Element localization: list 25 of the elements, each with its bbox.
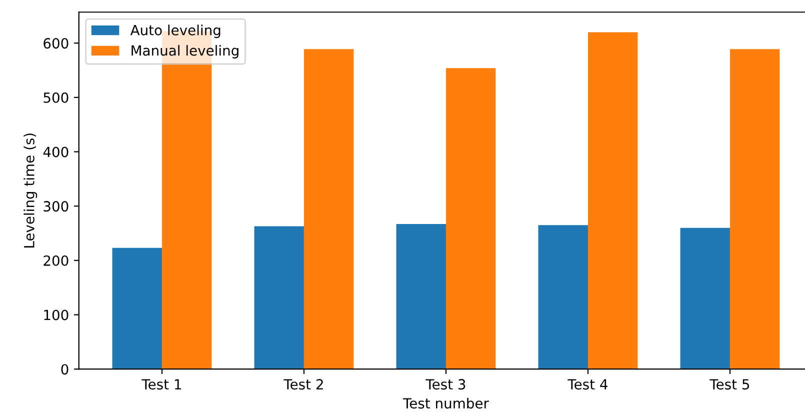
x-tick-label: Test 2 (284, 379, 323, 390)
x-tick-label: Test 3 (426, 379, 466, 390)
bar (304, 49, 354, 370)
y-tick-label: 0 (61, 364, 68, 375)
y-tick-label: 400 (43, 146, 68, 158)
x-tick-label: Test 5 (710, 379, 750, 390)
x-axis-title: Test number (402, 398, 489, 409)
y-axis-title: Leveling time (s) (24, 134, 38, 248)
legend-label: Auto leveling (130, 24, 220, 38)
x-tick-label: Test 1 (142, 379, 181, 390)
x-tick-label: Test 4 (568, 379, 608, 390)
bar (254, 226, 304, 370)
bar (730, 49, 780, 370)
bar (538, 225, 588, 370)
bar (112, 248, 162, 370)
bar (588, 32, 638, 370)
y-tick-label: 100 (44, 310, 68, 320)
y-tick-label: 500 (44, 92, 68, 103)
y-tick-label: 200 (44, 255, 68, 266)
legend-label: Manual leveling (132, 45, 238, 58)
y-tick-label: 600 (44, 38, 68, 49)
bar (396, 224, 446, 370)
bar (680, 228, 730, 370)
bar (446, 68, 496, 370)
y-tick-label: 300 (44, 201, 68, 212)
